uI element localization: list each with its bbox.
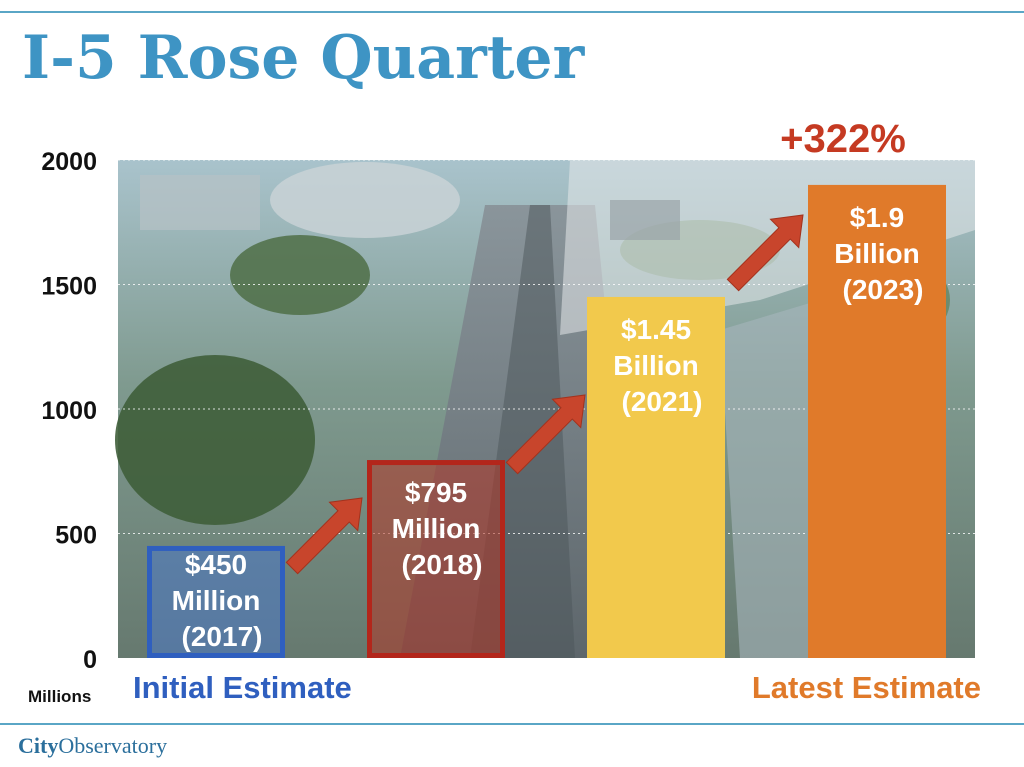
bar-labels: $450 Million (2017) $795 Million (2018) $1.45 B…	[172, 202, 924, 652]
bar-2021	[587, 296, 725, 658]
y-tick-label: 2000	[41, 148, 97, 176]
y-tick-label: 1500	[41, 273, 97, 301]
city-observatory-logo: CityObservatory	[18, 733, 168, 758]
latest-estimate-label: Latest Estimate	[752, 670, 981, 705]
y-axis: 0 500 1000 1500 2000	[41, 148, 97, 674]
trend-arrow	[726, 214, 804, 292]
bar-label-2021: Billion	[613, 350, 699, 381]
bar-label-2018: (2018)	[402, 549, 483, 580]
y-tick-label: 500	[55, 522, 97, 550]
bar-2018	[367, 460, 505, 659]
top-rule	[0, 11, 1024, 13]
bar-2023	[808, 184, 946, 658]
bar-label-2023: (2023)	[843, 274, 924, 305]
bar-chart: 0 500 1000 1500 2000 $450 Million (2017) $795 Mi…	[28, 117, 981, 706]
bar-label-2017: Million	[172, 585, 261, 616]
bar-2017	[147, 545, 285, 659]
y-axis-label: Millions	[28, 687, 91, 706]
trend-arrow	[285, 497, 363, 575]
bar-label-2023: $1.9	[850, 202, 905, 233]
bar-label-2021: $1.45	[621, 314, 691, 345]
bar-label-2017: (2017)	[182, 621, 263, 652]
bar-label-2017: $450	[185, 549, 247, 580]
trend-arrows	[285, 214, 804, 575]
page-title: I-5 Rose Quarter	[22, 23, 585, 93]
y-tick-label: 0	[83, 646, 97, 674]
bar-label-2018: $795	[405, 477, 467, 508]
bar-label-2018: Million	[392, 513, 481, 544]
bar-label-2023: Billion	[834, 238, 920, 269]
y-tick-label: 1000	[41, 397, 97, 425]
bars	[147, 184, 946, 659]
percent-change-label: +322%	[780, 117, 906, 161]
trend-arrow	[505, 394, 586, 475]
bar-label-2021: (2021)	[622, 386, 703, 417]
initial-estimate-label: Initial Estimate	[133, 670, 352, 705]
bottom-rule	[0, 723, 1024, 725]
